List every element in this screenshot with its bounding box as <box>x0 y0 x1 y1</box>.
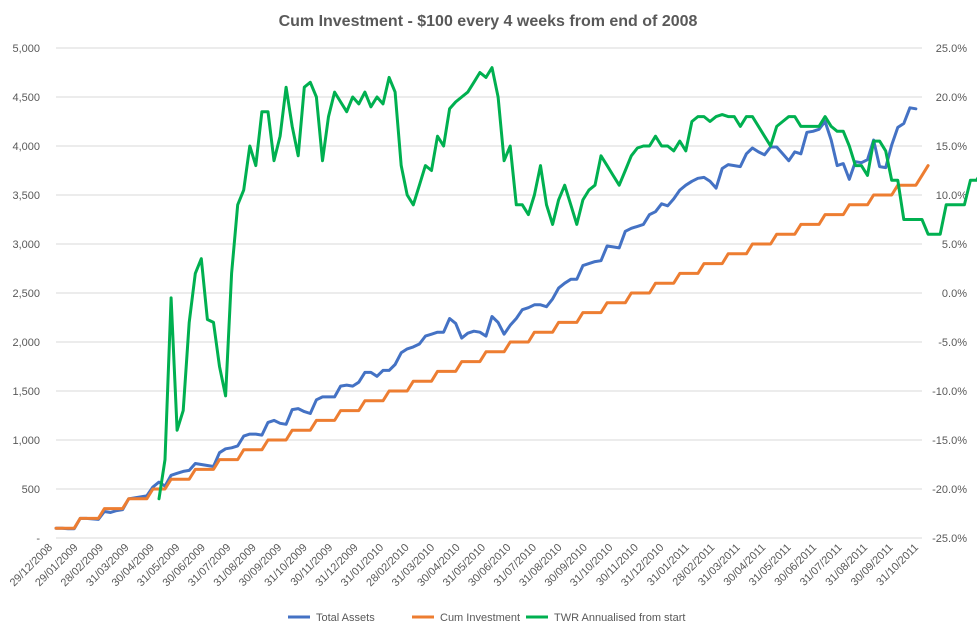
y-left-tick-label: 4,000 <box>12 141 40 153</box>
y-right-tick-label: -10.0% <box>932 386 967 398</box>
y-left-tick-label: 2,500 <box>12 288 40 300</box>
chart-title: Cum Investment - $100 every 4 weeks from… <box>279 13 698 30</box>
y-left-tick-label: 500 <box>22 484 40 496</box>
y-right-tick-label: 0.0% <box>942 288 967 300</box>
legend: Total Assets Cum Investment TWR Annualised… <box>288 612 685 624</box>
series-lines <box>54 66 977 531</box>
gridlines <box>56 47 922 539</box>
y-right-tick-label: 15.0% <box>936 141 967 153</box>
y-left-tick-label: 1,000 <box>12 435 40 447</box>
y-left-tick-label: 5,000 <box>12 43 40 55</box>
y-right-tick-label: 5.0% <box>942 239 967 251</box>
y-right-tick-label: 20.0% <box>936 92 967 104</box>
series-line-total-assets <box>54 106 918 531</box>
legend-item: Cum Investment <box>412 612 520 624</box>
y-left-tick-label: 3,000 <box>12 239 40 251</box>
y-right-tick-label: 10.0% <box>936 190 967 202</box>
y-right-tick-label: -20.0% <box>932 484 967 496</box>
legend-label: Total Assets <box>316 612 375 624</box>
y-right-tick-label: 25.0% <box>936 43 967 55</box>
series-line-twr-annualised-from-start <box>157 66 977 501</box>
y-left-tick-label: - <box>36 533 40 545</box>
legend-item: TWR Annualised from start <box>526 612 685 624</box>
y-right-tick-label: -15.0% <box>932 435 967 447</box>
y-left-tick-label: 4,500 <box>12 92 40 104</box>
y-axis-right: -25.0% -20.0% -15.0% -10.0% -5.0% 0.0% 5.0% 10.… <box>932 43 967 545</box>
y-right-tick-label: -25.0% <box>932 533 967 545</box>
y-left-tick-label: 1,500 <box>12 386 40 398</box>
legend-label: Cum Investment <box>440 612 520 624</box>
y-left-tick-label: 3,500 <box>12 190 40 202</box>
y-axis-left: - 500 1,000 1,500 2,000 2,500 3,000 3,500 4,000 4… <box>12 43 40 545</box>
x-axis: 29/12/200829/01/200928/02/200931/03/2009… <box>8 542 921 589</box>
series-line-cum-investment <box>54 164 930 530</box>
y-left-tick-label: 2,000 <box>12 337 40 349</box>
legend-item: Total Assets <box>288 612 375 624</box>
legend-label: TWR Annualised from start <box>554 612 685 624</box>
y-right-tick-label: -5.0% <box>938 337 967 349</box>
